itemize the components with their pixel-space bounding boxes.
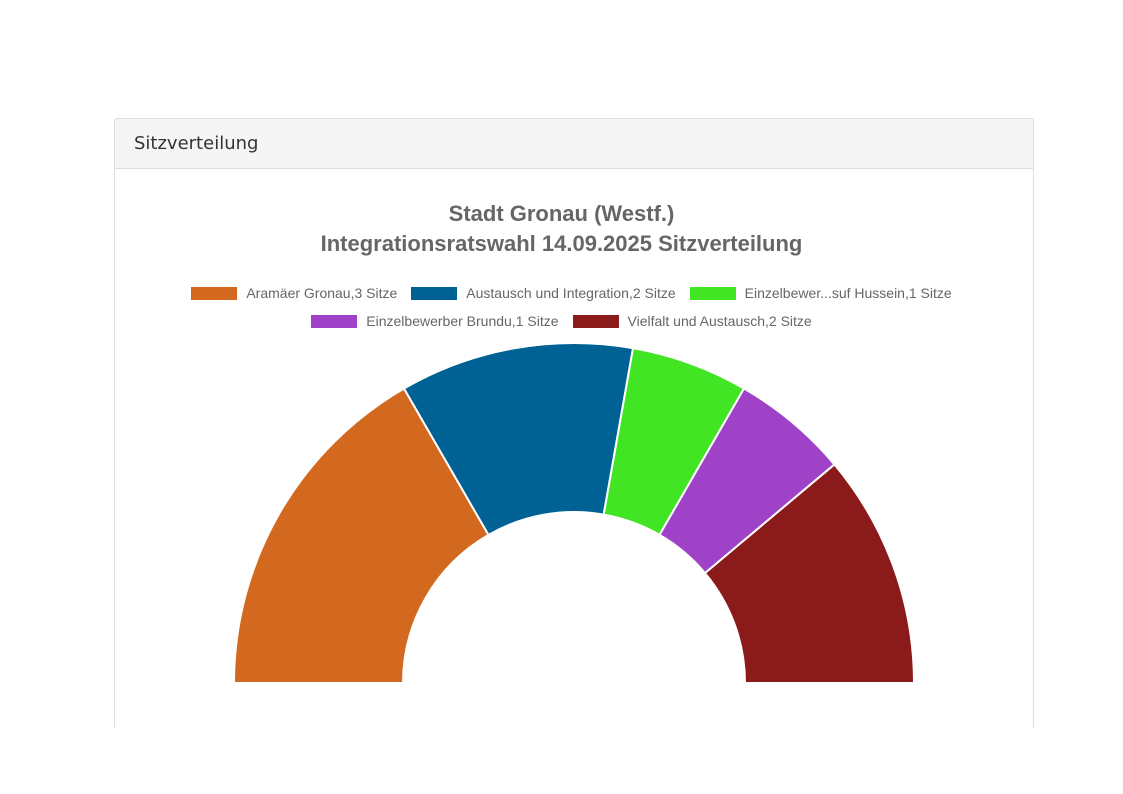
- legend-label: Aramäer Gronau,3 Sitze: [246, 285, 398, 301]
- legend-swatch: [411, 286, 458, 300]
- legend-label: Einzelbewerber Brundu,1 Sitze: [366, 313, 559, 329]
- legend-item-einzelbewerber-hussein[interactable]: Einzelbewer...suf Hussein,1 Sitze: [689, 285, 952, 301]
- legend-item-aramaeer-gronau[interactable]: Aramäer Gronau,3 Sitze: [191, 285, 397, 301]
- legend-swatch: [311, 314, 358, 328]
- chart-title-line-2: Integrationsratswahl 14.09.2025 Sitzvert…: [320, 231, 803, 256]
- slice-austausch-und-integration[interactable]: [402, 341, 635, 537]
- legend-swatch: [191, 286, 238, 300]
- legend-swatch: [689, 286, 736, 300]
- legend-row-2: Einzelbewerber Brundu,1 Sitze Vielfalt u…: [0, 313, 1123, 329]
- legend-item-austausch-und-integration[interactable]: Austausch und Integration,2 Sitze: [411, 285, 676, 301]
- legend-item-einzelbewerber-brundu[interactable]: Einzelbewerber Brundu,1 Sitze: [311, 313, 559, 329]
- legend-item-vielfalt-und-austausch[interactable]: Vielfalt und Austausch,2 Sitze: [572, 313, 812, 329]
- legend-label: Austausch und Integration,2 Sitze: [466, 285, 676, 301]
- chart-title-line-1: Stadt Gronau (Westf.): [448, 201, 675, 226]
- legend-swatch: [572, 314, 619, 328]
- panel-title: Sitzverteilung: [134, 133, 259, 154]
- panel-heading: Sitzverteilung: [115, 119, 1033, 169]
- legend-label: Einzelbewer...suf Hussein,1 Sitze: [744, 285, 952, 301]
- legend-row-1: Aramäer Gronau,3 Sitze Austausch und Int…: [10, 285, 1123, 301]
- slice-vielfalt-und-austausch[interactable]: [703, 463, 916, 684]
- chart-slices: [232, 341, 916, 684]
- legend-label: Vielfalt und Austausch,2 Sitze: [627, 313, 812, 329]
- slice-aram-er-gronau[interactable]: [232, 387, 490, 684]
